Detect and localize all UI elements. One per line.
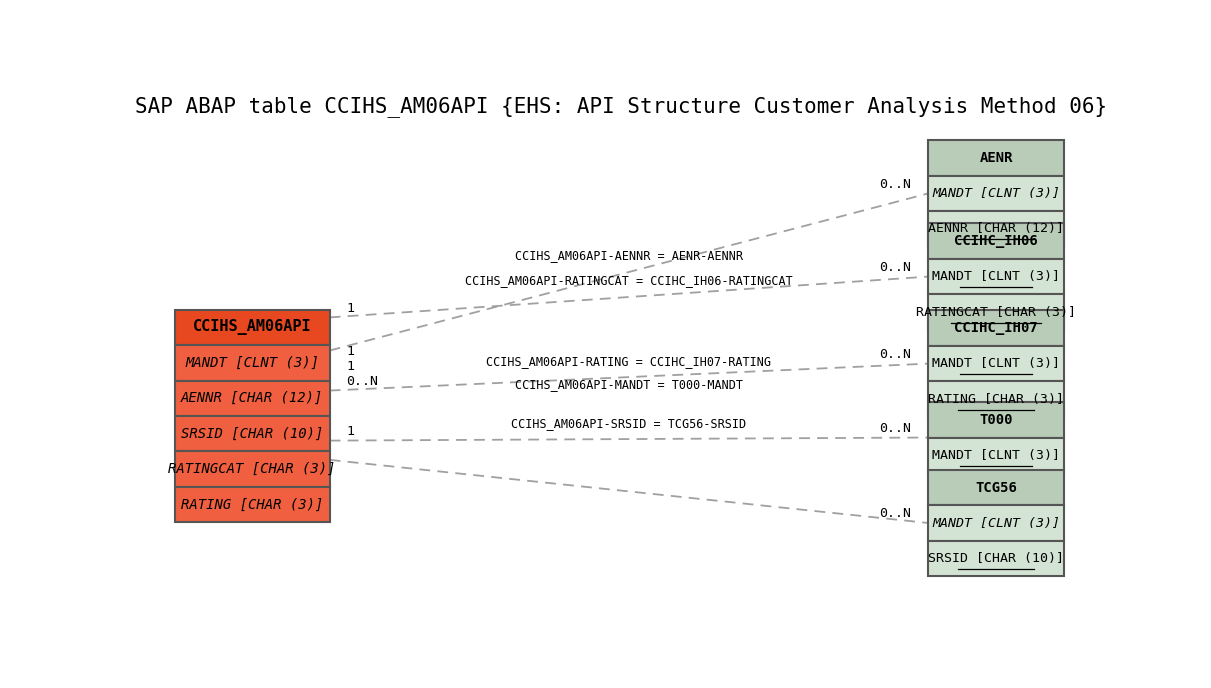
FancyBboxPatch shape	[929, 402, 1064, 438]
Text: SRSID [CHAR (10)]: SRSID [CHAR (10)]	[928, 552, 1064, 565]
Text: MANDT [CLNT (3)]: MANDT [CLNT (3)]	[932, 449, 1060, 462]
FancyBboxPatch shape	[174, 380, 329, 416]
Text: 0..N: 0..N	[879, 422, 912, 435]
Text: 0..N: 0..N	[879, 261, 912, 274]
FancyBboxPatch shape	[929, 259, 1064, 294]
FancyBboxPatch shape	[929, 346, 1064, 381]
FancyBboxPatch shape	[929, 505, 1064, 541]
FancyBboxPatch shape	[929, 310, 1064, 346]
Text: CCIHC_IH06: CCIHC_IH06	[954, 234, 1038, 248]
FancyBboxPatch shape	[174, 487, 329, 522]
FancyBboxPatch shape	[174, 345, 329, 380]
FancyBboxPatch shape	[929, 224, 1064, 259]
Text: MANDT [CLNT (3)]: MANDT [CLNT (3)]	[932, 357, 1060, 370]
Text: SRSID [CHAR (10)]: SRSID [CHAR (10)]	[180, 427, 323, 441]
FancyBboxPatch shape	[174, 451, 329, 487]
FancyBboxPatch shape	[929, 541, 1064, 576]
Text: 0..N: 0..N	[879, 178, 912, 191]
FancyBboxPatch shape	[929, 211, 1064, 246]
Text: 0..N: 0..N	[879, 507, 912, 520]
Text: RATINGCAT [CHAR (3)]: RATINGCAT [CHAR (3)]	[168, 462, 335, 476]
Text: 1: 1	[346, 425, 355, 438]
FancyBboxPatch shape	[174, 416, 329, 451]
FancyBboxPatch shape	[929, 381, 1064, 417]
FancyBboxPatch shape	[929, 438, 1064, 473]
Text: CCIHS_AM06API-MANDT = T000-MANDT: CCIHS_AM06API-MANDT = T000-MANDT	[515, 378, 744, 391]
Text: SAP ABAP table CCIHS_AM06API {EHS: API Structure Customer Analysis Method 06}: SAP ABAP table CCIHS_AM06API {EHS: API S…	[134, 96, 1107, 117]
Text: CCIHS_AM06API-RATINGCAT = CCIHC_IH06-RATINGCAT: CCIHS_AM06API-RATINGCAT = CCIHC_IH06-RAT…	[465, 275, 793, 288]
Text: 1
1
0..N: 1 1 0..N	[346, 345, 379, 388]
Text: CCIHS_AM06API-RATING = CCIHC_IH07-RATING: CCIHS_AM06API-RATING = CCIHC_IH07-RATING	[487, 354, 771, 367]
Text: RATING [CHAR (3)]: RATING [CHAR (3)]	[928, 393, 1064, 405]
Text: AENR: AENR	[980, 151, 1012, 165]
Text: 1: 1	[346, 302, 355, 315]
Text: AENNR [CHAR (12)]: AENNR [CHAR (12)]	[180, 391, 323, 405]
Text: MANDT [CLNT (3)]: MANDT [CLNT (3)]	[932, 187, 1060, 200]
FancyBboxPatch shape	[174, 310, 329, 345]
Text: RATINGCAT [CHAR (3)]: RATINGCAT [CHAR (3)]	[917, 305, 1077, 319]
Text: 0..N: 0..N	[879, 348, 912, 361]
Text: T000: T000	[980, 413, 1012, 427]
FancyBboxPatch shape	[929, 175, 1064, 211]
Text: MANDT [CLNT (3)]: MANDT [CLNT (3)]	[932, 517, 1060, 530]
Text: AENNR [CHAR (12)]: AENNR [CHAR (12)]	[928, 222, 1064, 235]
FancyBboxPatch shape	[929, 140, 1064, 175]
Text: CCIHC_IH07: CCIHC_IH07	[954, 321, 1038, 335]
Text: CCIHS_AM06API: CCIHS_AM06API	[193, 319, 311, 336]
Text: TCG56: TCG56	[975, 481, 1017, 495]
FancyBboxPatch shape	[929, 294, 1064, 330]
Text: MANDT [CLNT (3)]: MANDT [CLNT (3)]	[185, 356, 320, 370]
FancyBboxPatch shape	[929, 470, 1064, 505]
Text: CCIHS_AM06API-SRSID = TCG56-SRSID: CCIHS_AM06API-SRSID = TCG56-SRSID	[511, 416, 746, 429]
Text: CCIHS_AM06API-AENNR = AENR-AENNR: CCIHS_AM06API-AENNR = AENR-AENNR	[515, 250, 744, 262]
Text: RATING [CHAR (3)]: RATING [CHAR (3)]	[180, 497, 323, 511]
Text: MANDT [CLNT (3)]: MANDT [CLNT (3)]	[932, 270, 1060, 283]
